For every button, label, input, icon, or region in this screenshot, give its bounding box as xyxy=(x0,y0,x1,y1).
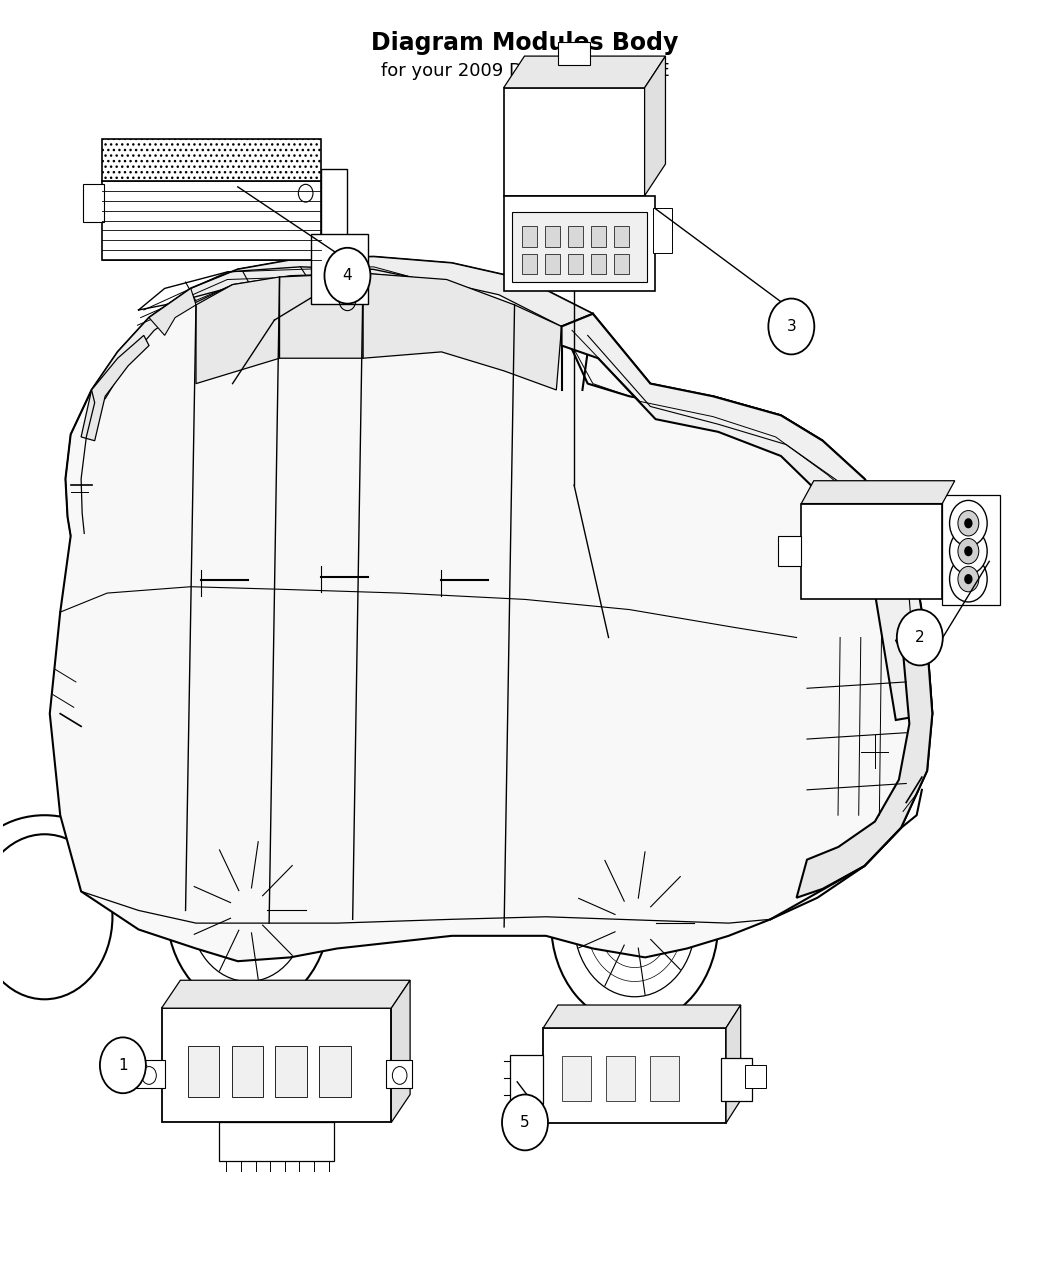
Circle shape xyxy=(964,574,972,584)
Bar xyxy=(102,181,321,260)
Bar xyxy=(559,42,590,65)
Text: 4: 4 xyxy=(342,268,352,283)
Bar xyxy=(653,208,672,252)
Bar xyxy=(319,1047,351,1096)
Circle shape xyxy=(769,298,815,354)
Bar xyxy=(614,226,629,246)
Bar xyxy=(135,1061,165,1088)
Bar xyxy=(504,196,655,291)
Bar xyxy=(801,504,942,599)
Polygon shape xyxy=(49,256,932,961)
Polygon shape xyxy=(196,277,279,384)
Circle shape xyxy=(324,247,371,303)
Circle shape xyxy=(958,538,979,564)
Bar xyxy=(545,226,560,246)
Circle shape xyxy=(949,500,987,546)
Bar xyxy=(545,254,560,274)
Text: 3: 3 xyxy=(786,319,796,334)
Bar xyxy=(188,1047,219,1096)
Bar xyxy=(102,139,321,181)
Bar xyxy=(231,1047,262,1096)
Circle shape xyxy=(964,518,972,528)
Polygon shape xyxy=(801,481,954,504)
Bar xyxy=(778,536,801,566)
Bar xyxy=(606,1057,635,1100)
Bar xyxy=(721,1058,752,1100)
Bar xyxy=(275,1047,307,1096)
Bar xyxy=(510,1056,543,1103)
Text: Diagram Modules Body: Diagram Modules Body xyxy=(372,31,678,55)
Polygon shape xyxy=(81,335,149,441)
Bar xyxy=(523,254,537,274)
Text: for your 2009 Dodge Journey SE: for your 2009 Dodge Journey SE xyxy=(380,62,670,80)
Polygon shape xyxy=(279,273,363,358)
Circle shape xyxy=(502,1094,548,1150)
Polygon shape xyxy=(162,980,411,1009)
Bar xyxy=(219,1122,334,1160)
Polygon shape xyxy=(726,1005,740,1123)
Bar xyxy=(568,254,583,274)
Circle shape xyxy=(897,609,943,666)
Text: 2: 2 xyxy=(915,630,925,645)
Polygon shape xyxy=(797,640,932,898)
Bar xyxy=(744,1066,765,1088)
Polygon shape xyxy=(543,1005,740,1028)
Polygon shape xyxy=(149,288,196,335)
Bar xyxy=(386,1061,413,1088)
Polygon shape xyxy=(392,980,411,1122)
Polygon shape xyxy=(363,273,562,390)
Circle shape xyxy=(958,510,979,536)
Polygon shape xyxy=(562,314,932,720)
Circle shape xyxy=(949,528,987,574)
Circle shape xyxy=(964,546,972,556)
Text: 1: 1 xyxy=(118,1058,128,1072)
Bar xyxy=(162,1009,392,1122)
Circle shape xyxy=(100,1038,146,1093)
Text: 5: 5 xyxy=(520,1114,530,1130)
Bar xyxy=(311,235,369,305)
Bar xyxy=(562,1057,591,1100)
Bar xyxy=(591,254,606,274)
Bar xyxy=(83,185,104,222)
Polygon shape xyxy=(504,56,666,88)
Bar xyxy=(512,212,647,282)
Polygon shape xyxy=(91,256,593,399)
Bar xyxy=(321,170,348,242)
Circle shape xyxy=(949,556,987,602)
Bar xyxy=(504,88,645,196)
Circle shape xyxy=(958,566,979,592)
Bar xyxy=(543,1028,726,1123)
Bar xyxy=(591,226,606,246)
Bar xyxy=(650,1057,679,1100)
Bar xyxy=(614,254,629,274)
Polygon shape xyxy=(645,56,666,196)
Bar xyxy=(568,226,583,246)
Bar xyxy=(523,226,537,246)
Bar xyxy=(942,495,1000,606)
